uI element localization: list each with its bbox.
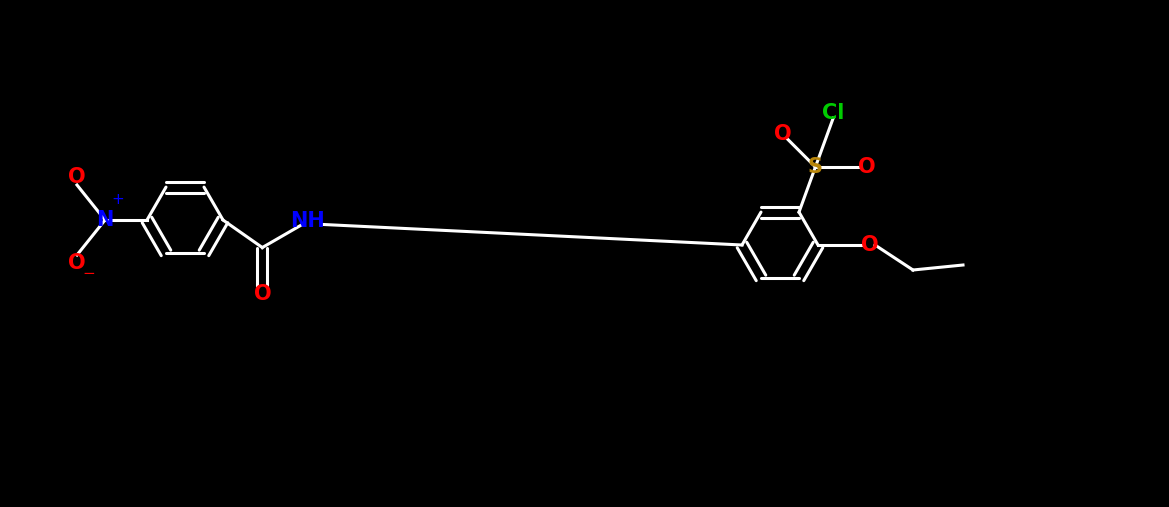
Text: O: O <box>68 253 85 273</box>
Text: −: − <box>83 266 96 280</box>
Text: O: O <box>858 157 876 177</box>
Text: Cl: Cl <box>822 103 844 123</box>
Text: +: + <box>111 193 124 207</box>
Text: N: N <box>96 210 113 230</box>
Text: NH: NH <box>291 210 325 231</box>
Text: S: S <box>808 157 823 177</box>
Text: O: O <box>254 283 271 304</box>
Text: O: O <box>862 235 879 255</box>
Text: O: O <box>774 124 791 143</box>
Text: O: O <box>68 167 85 187</box>
